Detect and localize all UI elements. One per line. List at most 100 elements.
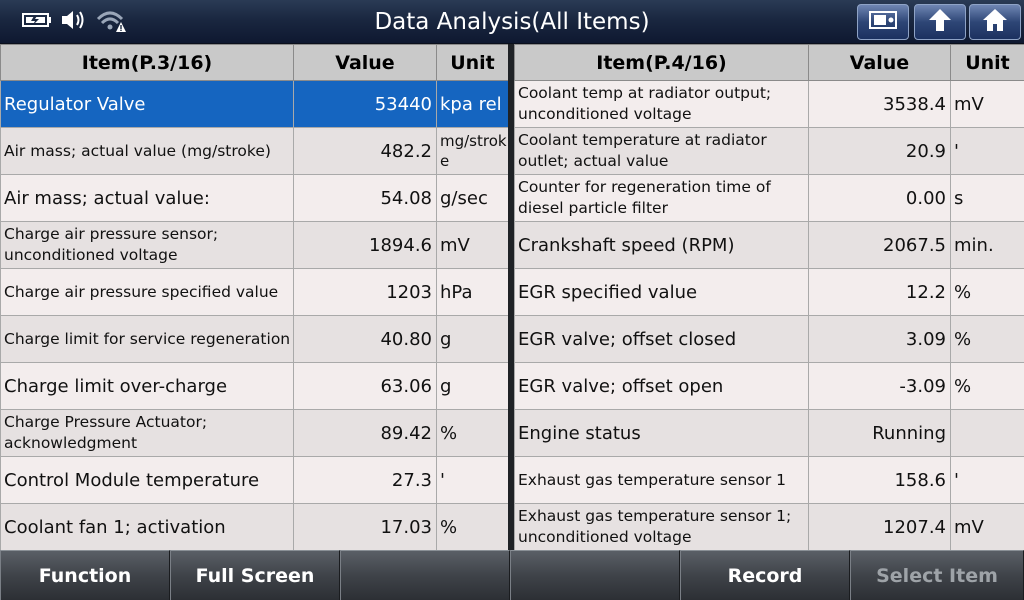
item-unit — [950, 409, 1024, 457]
item-name: Control Module temperature — [0, 456, 294, 504]
record-button[interactable]: Record — [680, 550, 850, 600]
table-row[interactable]: Exhaust gas temperature sensor 1 158.6 ' — [514, 456, 1024, 504]
table-row[interactable]: Engine status Running — [514, 409, 1024, 457]
item-value: 2067.5 — [808, 221, 951, 269]
item-value: 3.09 — [808, 315, 951, 363]
table-row[interactable]: Charge air pressure sensor; unconditione… — [0, 221, 509, 269]
table-row[interactable]: Coolant temp at radiator output; uncondi… — [514, 80, 1024, 128]
item-name: Charge air pressure sensor; unconditione… — [0, 221, 294, 269]
item-value: 12.2 — [808, 268, 951, 316]
item-name: Coolant temperature at radiator outlet; … — [514, 127, 809, 175]
item-unit: mg/stroke — [436, 127, 509, 175]
item-unit: ' — [436, 456, 509, 504]
table-row[interactable]: Charge air pressure specified value 1203… — [0, 268, 509, 316]
left-table-header: Item(P.3/16) Value Unit — [0, 44, 509, 81]
item-name: EGR valve; offset open — [514, 362, 809, 410]
home-button[interactable] — [969, 4, 1021, 40]
table-row[interactable]: Charge limit for service regeneration 40… — [0, 315, 509, 363]
table-row[interactable]: Exhaust gas temperature sensor 1; uncond… — [514, 503, 1024, 551]
item-value: 63.06 — [293, 362, 437, 410]
item-name: Air mass; actual value: — [0, 174, 294, 222]
item-unit: min. — [950, 221, 1024, 269]
title-bar: Data Analysis(All Items) — [0, 0, 1024, 44]
item-name: Counter for regeneration time of diesel … — [514, 174, 809, 222]
table-row[interactable]: EGR valve; offset open -3.09 % — [514, 362, 1024, 410]
item-name: Charge limit for service regeneration — [0, 315, 294, 363]
item-name: EGR specified value — [514, 268, 809, 316]
item-unit: % — [950, 315, 1024, 363]
function-button[interactable]: Function — [0, 550, 170, 600]
item-name: Exhaust gas temperature sensor 1 — [514, 456, 809, 504]
item-value: 1207.4 — [808, 503, 951, 551]
table-row[interactable]: Coolant temperature at radiator outlet; … — [514, 127, 1024, 175]
panel-divider — [508, 44, 514, 550]
item-unit: mV — [950, 80, 1024, 128]
bottom-toolbar: Function Full Screen Record Select Item — [0, 550, 1024, 600]
item-unit: g — [436, 362, 509, 410]
right-item-header: Item(P.4/16) — [514, 44, 809, 81]
item-value: 27.3 — [293, 456, 437, 504]
item-value: 3538.4 — [808, 80, 951, 128]
right-unit-header: Unit — [950, 44, 1024, 81]
item-value: 482.2 — [293, 127, 437, 175]
left-item-header: Item(P.3/16) — [0, 44, 294, 81]
page-title: Data Analysis(All Items) — [374, 9, 650, 35]
wifi-warning-icon[interactable] — [96, 7, 126, 37]
table-row[interactable]: Charge Pressure Actuator; acknowledgment… — [0, 409, 509, 457]
table-row[interactable]: Air mass; actual value (mg/stroke) 482.2… — [0, 127, 509, 175]
full-screen-button[interactable]: Full Screen — [170, 550, 340, 600]
table-row[interactable]: EGR specified value 12.2 % — [514, 268, 1024, 316]
item-unit: g/sec — [436, 174, 509, 222]
print-screen-button[interactable] — [857, 4, 909, 40]
item-name: Charge Pressure Actuator; acknowledgment — [0, 409, 294, 457]
back-button[interactable] — [914, 4, 966, 40]
left-unit-header: Unit — [436, 44, 509, 81]
select-item-button[interactable]: Select Item — [850, 550, 1024, 600]
item-unit: g — [436, 315, 509, 363]
item-unit: % — [436, 503, 509, 551]
item-value: 158.6 — [808, 456, 951, 504]
item-value: 1894.6 — [293, 221, 437, 269]
item-name: EGR valve; offset closed — [514, 315, 809, 363]
table-row[interactable]: Counter for regeneration time of diesel … — [514, 174, 1024, 222]
empty-button-2[interactable] — [510, 550, 680, 600]
item-unit: hPa — [436, 268, 509, 316]
item-value: 53440 — [293, 80, 437, 128]
item-name: Regulator Valve — [0, 80, 294, 128]
item-unit: % — [436, 409, 509, 457]
left-data-panel: Item(P.3/16) Value Unit Regulator Valve … — [0, 44, 509, 551]
item-value: 40.80 — [293, 315, 437, 363]
item-name: Exhaust gas temperature sensor 1; uncond… — [514, 503, 809, 551]
item-name: Charge air pressure specified value — [0, 268, 294, 316]
up-arrow-icon — [926, 7, 954, 37]
right-table-header: Item(P.4/16) Value Unit — [514, 44, 1024, 81]
item-unit: mV — [436, 221, 509, 269]
right-value-header: Value — [808, 44, 951, 81]
item-value: Running — [808, 409, 951, 457]
print-screen-icon — [868, 9, 898, 35]
table-row[interactable]: Regulator Valve 53440 kpa rel — [0, 80, 509, 128]
item-name: Air mass; actual value (mg/stroke) — [0, 127, 294, 175]
item-name: Charge limit over-charge — [0, 362, 294, 410]
item-name: Coolant fan 1; activation — [0, 503, 294, 551]
table-row[interactable]: Coolant fan 1; activation 17.03 % — [0, 503, 509, 551]
right-data-table: Item(P.4/16) Value Unit Coolant temp at … — [514, 44, 1024, 551]
item-value: 54.08 — [293, 174, 437, 222]
empty-button-1[interactable] — [340, 550, 510, 600]
item-unit: mV — [950, 503, 1024, 551]
item-value: 0.00 — [808, 174, 951, 222]
speaker-icon[interactable] — [60, 8, 88, 36]
right-data-panel: Item(P.4/16) Value Unit Coolant temp at … — [514, 44, 1024, 551]
left-value-header: Value — [293, 44, 437, 81]
item-unit: s — [950, 174, 1024, 222]
left-data-table: Item(P.3/16) Value Unit Regulator Valve … — [0, 44, 509, 551]
status-icons — [22, 8, 126, 36]
item-unit: ' — [950, 127, 1024, 175]
table-row[interactable]: Charge limit over-charge 63.06 g — [0, 362, 509, 410]
table-row[interactable]: Air mass; actual value: 54.08 g/sec — [0, 174, 509, 222]
item-name: Crankshaft speed (RPM) — [514, 221, 809, 269]
table-row[interactable]: Crankshaft speed (RPM) 2067.5 min. — [514, 221, 1024, 269]
table-row[interactable]: Control Module temperature 27.3 ' — [0, 456, 509, 504]
item-value: 89.42 — [293, 409, 437, 457]
table-row[interactable]: EGR valve; offset closed 3.09 % — [514, 315, 1024, 363]
